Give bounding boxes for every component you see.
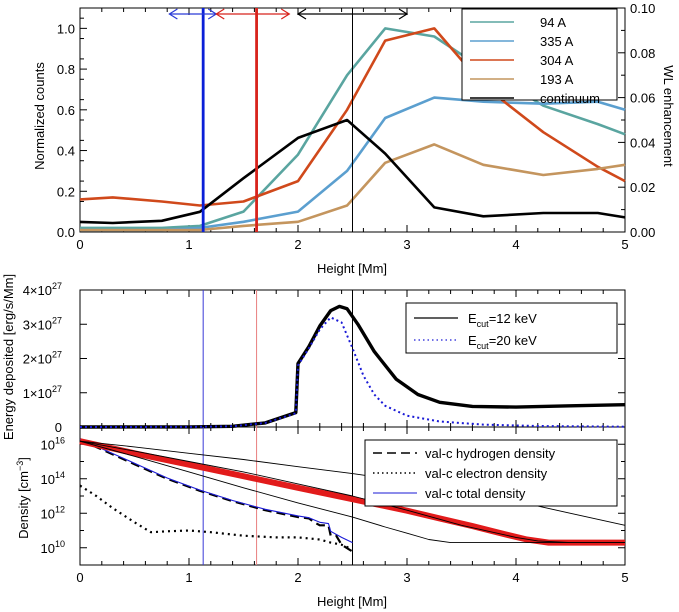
- legend-label: Ecut=20 keV: [468, 333, 537, 351]
- range-arrow-head: [168, 8, 178, 20]
- y-tick-label: 1010: [41, 539, 65, 556]
- y2-tick-label: 0.02: [630, 180, 655, 195]
- y-tick-label: 1016: [41, 435, 65, 452]
- energy-series-1: [79, 316, 626, 428]
- legend-label: 335 A: [540, 34, 574, 49]
- legend-label: 94 A: [540, 15, 566, 30]
- legend-label: val-c total density: [425, 486, 526, 501]
- y-tick-label: 2×1027: [23, 350, 62, 367]
- y2-tick-label: 0.00: [630, 225, 655, 240]
- x-tick-label: 0: [76, 570, 83, 585]
- series-line-0: [80, 27, 626, 230]
- legend-label: continuum: [540, 91, 600, 106]
- range-arrow-head: [215, 8, 225, 20]
- y-tick-label: 0.0: [57, 225, 75, 240]
- x-tick-label: 2: [294, 237, 301, 252]
- y2-tick-label: 0.08: [630, 46, 655, 61]
- legend-label: 304 A: [540, 53, 574, 68]
- density-panel: Density [cm−3] Height [Mm]: [15, 457, 387, 609]
- x-tick-label: 4: [512, 570, 519, 585]
- legend-label: Ecut=12 keV: [468, 311, 537, 329]
- legend-box: [364, 439, 618, 507]
- top-xlabel: Height [Mm]: [317, 261, 387, 276]
- x-tick-label: 5: [621, 237, 628, 252]
- y-tick-label: 0.2: [57, 184, 75, 199]
- series-line-3: [80, 143, 626, 232]
- top-ylabel: Normalized counts: [32, 62, 47, 170]
- y-tick-label: 0.8: [57, 62, 75, 77]
- energy-panel: Energy deposited [erg/s/Mm]: [1, 274, 16, 440]
- density-series-0: [79, 438, 354, 553]
- x-tick-label: 0: [76, 237, 83, 252]
- x-tick-label: 1: [185, 237, 192, 252]
- top-y2label: WL enhancement: [661, 65, 676, 167]
- y2-tick-label: 0.10: [630, 1, 655, 16]
- range-arrow-head: [280, 8, 291, 20]
- range-arrow-head: [296, 8, 307, 20]
- x-tick-label: 4: [512, 237, 519, 252]
- legend-label: val-c electron density: [425, 466, 548, 481]
- x-tick-label: 3: [403, 570, 410, 585]
- legend-box: [405, 302, 618, 354]
- x-tick-label: 2: [294, 570, 301, 585]
- series-line-2: [79, 27, 626, 207]
- legend-label: val-c hydrogen density: [425, 446, 556, 461]
- range-arrow-head: [398, 8, 409, 20]
- x-tick-label: 3: [403, 237, 410, 252]
- density-series-1: [79, 484, 353, 551]
- y-tick-label: 1.0: [57, 21, 75, 36]
- y2-tick-label: 0.04: [630, 135, 655, 150]
- y-tick-label: 1×1027: [23, 384, 62, 401]
- density-ylabel: Density [cm−3]: [15, 457, 31, 539]
- y-tick-label: 0.6: [57, 103, 75, 118]
- y-tick-label: 3×1027: [23, 315, 62, 332]
- y-tick-label: 4×1027: [23, 281, 62, 298]
- y-tick-label: 0: [55, 420, 62, 435]
- y2-tick-label: 0.06: [630, 91, 655, 106]
- series-line-4: [79, 118, 626, 225]
- energy-ylabel: Energy deposited [erg/s/Mm]: [1, 274, 16, 440]
- y-tick-label: 0.4: [57, 144, 75, 159]
- density-series-2: [79, 438, 353, 544]
- density-xlabel: Height [Mm]: [317, 594, 387, 609]
- top-panel: Normalized counts WL enhancement Height …: [32, 62, 676, 276]
- legend-label: 193 A: [540, 72, 574, 87]
- density-series-6: [79, 440, 625, 544]
- legend-box: [461, 8, 618, 101]
- y-tick-label: 1014: [41, 470, 65, 487]
- x-tick-label: 5: [621, 570, 628, 585]
- y-tick-label: 1012: [41, 504, 65, 521]
- x-tick-label: 1: [185, 570, 192, 585]
